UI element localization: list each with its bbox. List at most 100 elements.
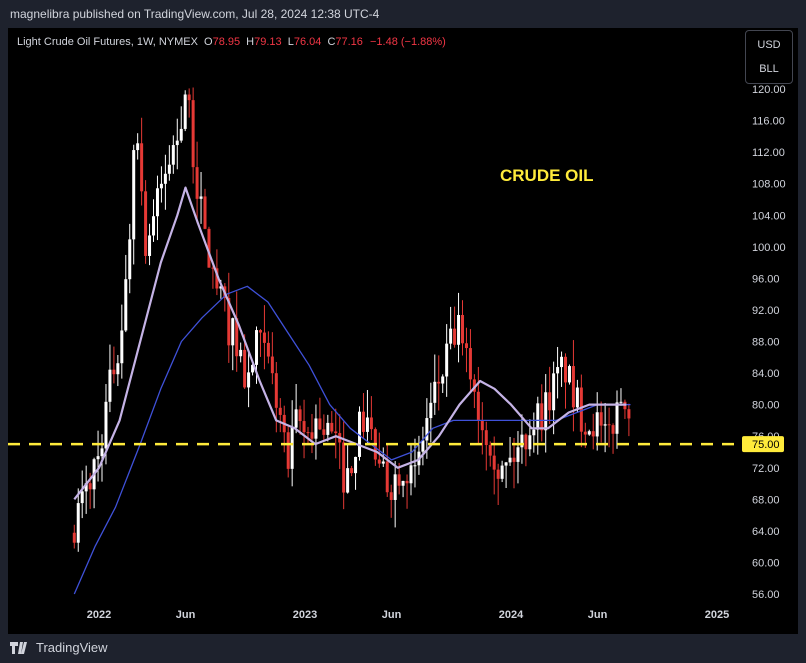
x-axis-tick-label: Jun: [382, 609, 402, 621]
candle-body: [381, 461, 385, 464]
candle-body: [330, 422, 334, 432]
chart-area[interactable]: [8, 28, 798, 634]
currency-unit-selector[interactable]: USD BLL: [745, 30, 793, 84]
candle-body: [116, 363, 120, 375]
y-axis-tick-label: 84.00: [752, 368, 780, 380]
candle-body: [286, 432, 290, 469]
candle-body: [72, 532, 76, 543]
candle-body: [627, 409, 631, 419]
candle-body: [579, 387, 583, 432]
candle-body: [84, 483, 88, 492]
crude-oil-annotation: CRUDE OIL: [500, 166, 594, 185]
candle-body: [567, 366, 571, 383]
candle-body: [342, 442, 346, 493]
tradingview-logo-icon: [10, 641, 27, 654]
candle-body: [508, 457, 512, 463]
price-change: −1.48 (−1.88%): [369, 36, 446, 48]
x-axis-tick-label: 2023: [293, 609, 317, 621]
y-axis-tick-label: 56.00: [752, 589, 780, 601]
candle-body: [405, 480, 409, 484]
candle-body: [484, 430, 488, 446]
y-axis-tick-label: 120.00: [752, 84, 786, 96]
candle-body: [457, 314, 461, 345]
candle-body: [536, 403, 540, 430]
candle-body: [480, 420, 484, 431]
symbol-legend[interactable]: Light Crude Oil Futures, 1W, NYMEX O78.9…: [17, 36, 446, 48]
candle-body: [136, 143, 140, 151]
candle-body: [346, 468, 350, 493]
candle-body: [251, 364, 255, 373]
tradingview-logo[interactable]: TradingView: [10, 640, 108, 655]
candle-body: [472, 379, 476, 392]
plot-layer: CRUDE OIL: [8, 87, 742, 595]
publish-bar: magnelibra published on TradingView.com,…: [0, 0, 806, 28]
candle-body: [290, 427, 294, 469]
candle-body: [243, 349, 247, 388]
candle-body: [128, 239, 132, 280]
y-axis-tick-label: 92.00: [752, 305, 780, 317]
candle-body: [274, 373, 278, 408]
candle-body: [96, 456, 100, 460]
level-price-tag: [742, 436, 784, 453]
candle-body: [322, 429, 326, 435]
candle-body: [108, 369, 112, 402]
candle-body: [167, 164, 171, 174]
unit-label: BLL: [759, 63, 779, 75]
low-label: L: [287, 36, 294, 48]
footer-bar: TradingView: [0, 634, 806, 663]
x-axis-tick-label: 2025: [705, 609, 729, 621]
candle-body: [247, 372, 251, 388]
candle-body: [152, 216, 156, 236]
candle-body: [112, 369, 116, 375]
candle-body: [425, 418, 429, 441]
candle-body: [255, 330, 259, 365]
candle-body: [571, 366, 575, 408]
candle-body: [599, 412, 603, 426]
candle-body: [262, 332, 266, 343]
open-value: 78.95: [212, 36, 241, 48]
candle-body: [468, 348, 472, 380]
y-axis-tick-label: 60.00: [752, 557, 780, 569]
candle-body: [445, 343, 449, 377]
open-label: O: [204, 36, 213, 48]
candle-body: [334, 431, 338, 434]
candle-body: [132, 150, 136, 240]
y-axis-tick-label: 116.00: [752, 116, 785, 128]
candle-body: [258, 330, 262, 333]
candle-body: [556, 367, 560, 374]
candle-body: [552, 373, 556, 411]
high-value: 79.13: [254, 36, 282, 48]
symbol-name: Light Crude Oil Futures, 1W, NYMEX: [17, 36, 198, 48]
candle-body: [318, 418, 322, 430]
candle-body: [488, 445, 492, 456]
y-axis-tick-label: 80.00: [752, 400, 780, 412]
y-axis-tick-label: 68.00: [752, 494, 780, 506]
candle-body: [603, 424, 607, 426]
close-label: C: [327, 36, 336, 48]
candle-body: [476, 391, 480, 421]
candle-body: [583, 431, 587, 435]
candle-body: [278, 407, 282, 415]
candle-body: [358, 411, 362, 457]
candle-body: [560, 356, 564, 368]
y-axis-tick-label: 88.00: [752, 337, 780, 349]
candle-body: [326, 422, 330, 435]
y-axis-tick-label: 108.00: [752, 179, 786, 191]
candle-body: [449, 328, 453, 344]
candle-body: [544, 392, 548, 431]
candle-body: [266, 342, 270, 357]
candle-body: [397, 474, 401, 486]
candle-body: [369, 417, 373, 430]
candle-body: [512, 457, 516, 462]
candle-body: [231, 318, 235, 346]
y-axis-tick-label: 100.00: [752, 242, 786, 254]
y-axis-tick-label: 64.00: [752, 526, 780, 538]
candle-body: [429, 402, 433, 419]
level-price-label: 75.00: [752, 439, 780, 451]
candle-body: [587, 431, 591, 435]
candle-body: [314, 418, 318, 439]
candle-body: [235, 318, 239, 357]
candle-body: [611, 425, 615, 434]
candle-body: [595, 412, 599, 437]
